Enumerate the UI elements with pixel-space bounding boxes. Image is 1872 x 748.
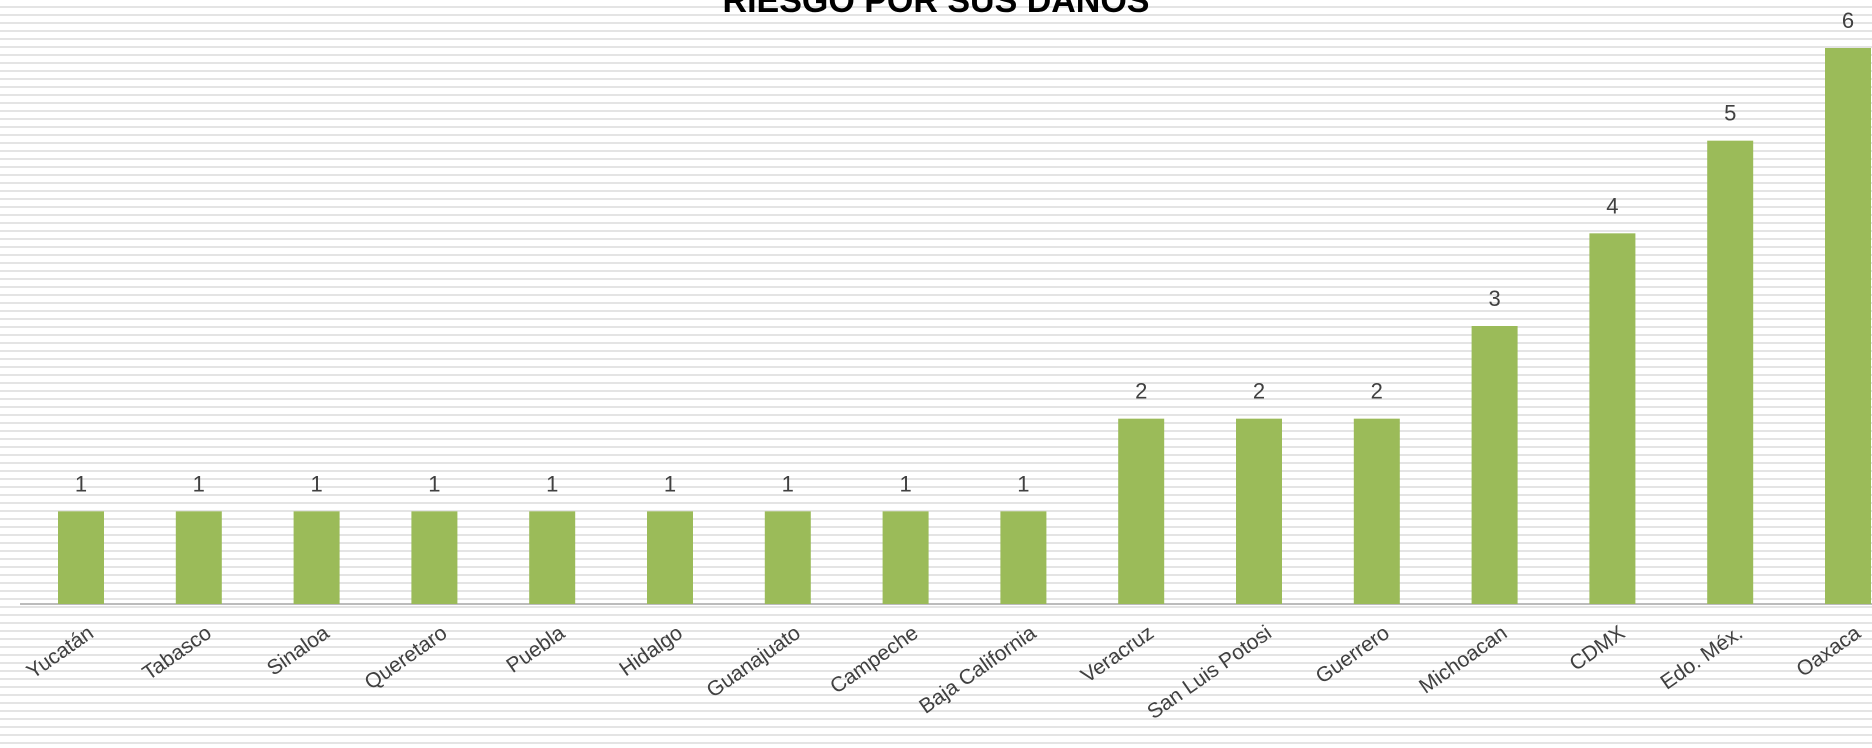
data-label: 5 — [1724, 101, 1736, 126]
x-tick-label: San Luis Potosi — [1143, 621, 1276, 724]
x-tick-label: Hidalgo — [615, 621, 687, 681]
data-label: 1 — [428, 471, 440, 496]
data-label: 1 — [75, 471, 87, 496]
bar — [1000, 511, 1047, 604]
x-tick-label: Tabasco — [138, 621, 215, 685]
bar — [1825, 48, 1871, 604]
bar — [764, 511, 811, 604]
data-label: 2 — [1253, 379, 1265, 404]
data-label: 1 — [664, 471, 676, 496]
bar — [647, 511, 693, 604]
bar — [529, 511, 576, 604]
x-tick-label: Queretaro — [361, 621, 452, 694]
x-tick-label: Michoacan — [1415, 621, 1511, 698]
data-label: 1 — [782, 471, 794, 496]
data-label: 1 — [1017, 471, 1029, 496]
data-label: 2 — [1371, 379, 1383, 404]
data-label: 1 — [546, 471, 558, 496]
bar — [1707, 140, 1754, 604]
x-tick-label: Oaxaca — [1792, 621, 1865, 682]
x-tick-label: Guanajuato — [703, 621, 805, 702]
x-tick-label: Puebla — [502, 621, 569, 678]
data-label: 6 — [1842, 8, 1854, 33]
bar — [1118, 418, 1165, 604]
x-tick-label: Edo. Méx. — [1656, 621, 1747, 694]
bar — [58, 511, 104, 604]
x-tick-label: Guerrero — [1312, 621, 1394, 688]
data-label: 2 — [1135, 379, 1147, 404]
data-label: 1 — [193, 471, 205, 496]
data-label: 1 — [899, 471, 911, 496]
bar — [411, 511, 458, 604]
bar — [1589, 233, 1636, 605]
bar — [1353, 418, 1400, 604]
x-tick-label: Baja California — [915, 621, 1040, 718]
bar — [882, 511, 929, 604]
bar — [293, 511, 340, 604]
data-label: 1 — [310, 471, 322, 496]
x-tick-label: Sinaloa — [263, 621, 334, 680]
bar — [1471, 326, 1518, 604]
x-tick-label: CDMX — [1565, 621, 1629, 675]
x-tick-label: Campeche — [826, 621, 922, 698]
data-label: 3 — [1488, 286, 1500, 311]
data-label: 4 — [1606, 193, 1618, 218]
bar — [175, 511, 222, 604]
x-tick-label: Yucatán — [22, 621, 97, 683]
bar — [1236, 418, 1282, 604]
chart-title: RIESGO POR SUS DAÑOS — [722, 0, 1150, 20]
x-tick-label: Veracruz — [1077, 621, 1158, 687]
